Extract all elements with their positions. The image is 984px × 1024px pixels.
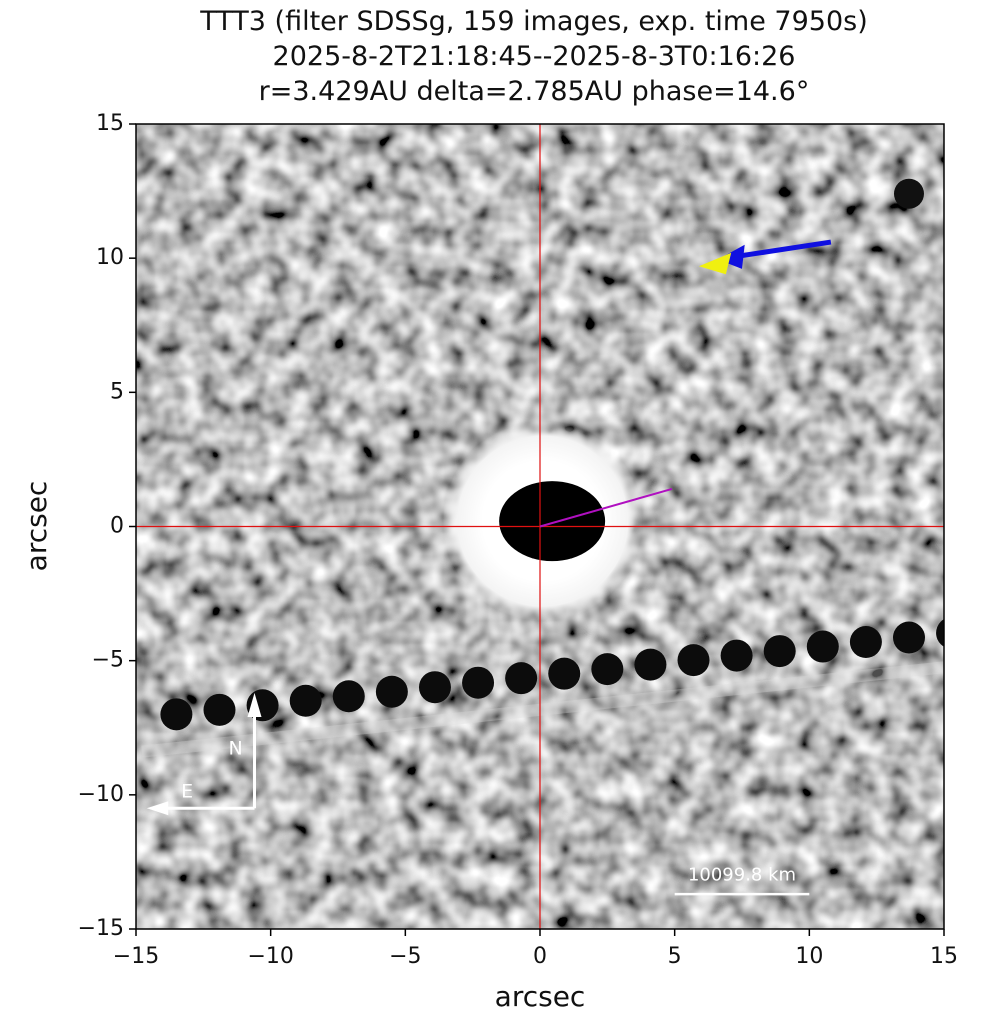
title-line: TTT3 (filter SDSSg, 159 images, exp. tim… — [199, 6, 868, 37]
x-tick-label: −15 — [113, 944, 159, 969]
trail-halo — [141, 661, 944, 758]
y-tick-label: 0 — [110, 514, 124, 539]
overlay: N E 10099.8 km −15 −10 −5 0 5 10 15 −15 −10 −5 0 5 10 15 — [78, 111, 958, 969]
x-tick-label: 10 — [795, 944, 823, 969]
y-tick-label: −10 — [78, 782, 124, 807]
x-tick-label: −10 — [247, 944, 293, 969]
star-trail-dot — [849, 626, 882, 659]
nucleus — [499, 481, 606, 562]
title-line: r=3.429AU delta=2.785AU phase=14.6° — [259, 76, 810, 107]
star-trail-dot — [203, 693, 236, 726]
star-trail-dot — [160, 698, 193, 731]
star-trail-dot — [375, 675, 408, 708]
title-line: 2025-8-2T21:18:45--2025-8-3T0:16:26 — [273, 41, 796, 72]
star-trail-dot — [505, 662, 538, 695]
star-trail-dot — [289, 684, 322, 717]
star-trail-dot — [720, 639, 753, 672]
star-trail-dot — [418, 671, 451, 704]
y-tick-label: 15 — [96, 111, 124, 136]
star-trail-dot — [936, 619, 944, 647]
y-tick-label: 5 — [110, 379, 124, 404]
star-trail-dot — [591, 653, 624, 686]
star-trail-dot — [892, 621, 925, 654]
x-tick-label: −5 — [389, 944, 421, 969]
star-trail-dot — [332, 680, 365, 713]
sun-arrow-head — [698, 252, 732, 275]
y-tick-label: −15 — [78, 916, 124, 941]
y-tick-label: −5 — [92, 648, 124, 673]
compass-label: N — [229, 738, 243, 760]
x-tick-label: 0 — [533, 944, 547, 969]
y-tick-label: 10 — [96, 245, 124, 270]
star-trail-dot — [806, 630, 839, 663]
compass-east-head — [146, 801, 169, 816]
compass-label: E — [181, 781, 193, 803]
scale-bar-label: 10099.8 km — [688, 864, 796, 885]
velocity-arrow-head — [717, 244, 745, 269]
star-trail-dot — [763, 635, 796, 668]
y-axis-label: arcsec — [20, 481, 53, 572]
star-trail-dot — [548, 657, 581, 690]
star — [893, 178, 924, 209]
velocity-arrow — [733, 239, 832, 260]
star-trail-dot — [634, 648, 667, 681]
x-tick-label: 5 — [668, 944, 682, 969]
compass-north-head — [247, 692, 262, 718]
star-trail-dot — [462, 666, 495, 699]
x-axis-label: arcsec — [495, 980, 586, 1013]
direction-line — [539, 487, 673, 528]
star-trail-dot — [677, 644, 710, 677]
x-tick-label: 15 — [930, 944, 958, 969]
